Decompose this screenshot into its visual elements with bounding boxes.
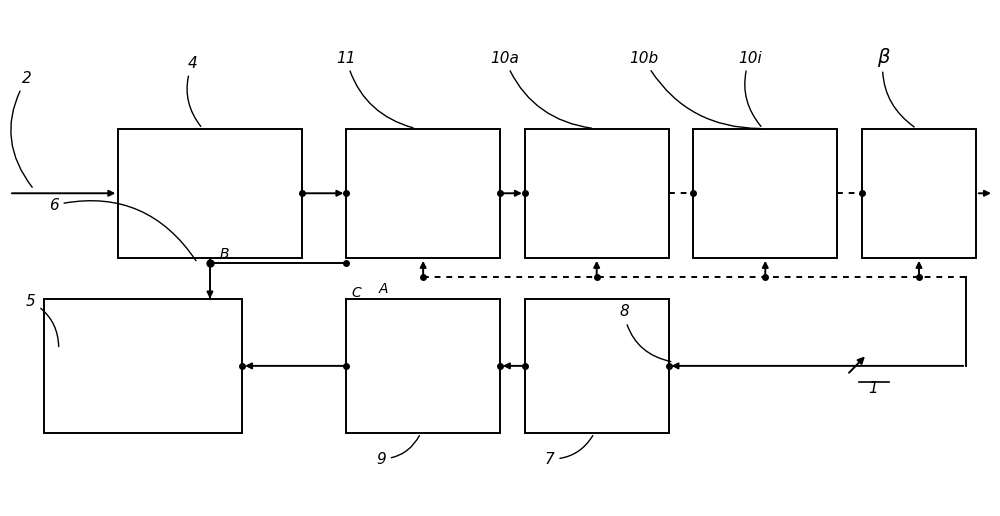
Text: A: A: [379, 282, 388, 296]
Text: 1: 1: [868, 381, 878, 396]
Text: B: B: [220, 247, 229, 261]
Bar: [862, 128, 976, 258]
Text: 5: 5: [26, 294, 59, 347]
Text: 4: 4: [187, 56, 201, 126]
Bar: [693, 128, 837, 258]
Bar: [346, 128, 500, 258]
Bar: [118, 128, 302, 258]
Text: 11: 11: [336, 51, 413, 128]
Text: 10b: 10b: [629, 51, 760, 128]
Text: 8: 8: [619, 304, 671, 362]
Text: C: C: [351, 286, 361, 300]
Text: 7: 7: [545, 436, 593, 466]
Bar: [525, 299, 669, 433]
Text: 10i: 10i: [738, 51, 762, 126]
Text: 10a: 10a: [490, 51, 591, 128]
Bar: [44, 299, 242, 433]
Bar: [525, 128, 669, 258]
Text: 2: 2: [11, 71, 32, 187]
Text: 9: 9: [376, 436, 419, 466]
Text: 6: 6: [49, 198, 196, 261]
Bar: [346, 299, 500, 433]
Text: β: β: [877, 47, 914, 127]
